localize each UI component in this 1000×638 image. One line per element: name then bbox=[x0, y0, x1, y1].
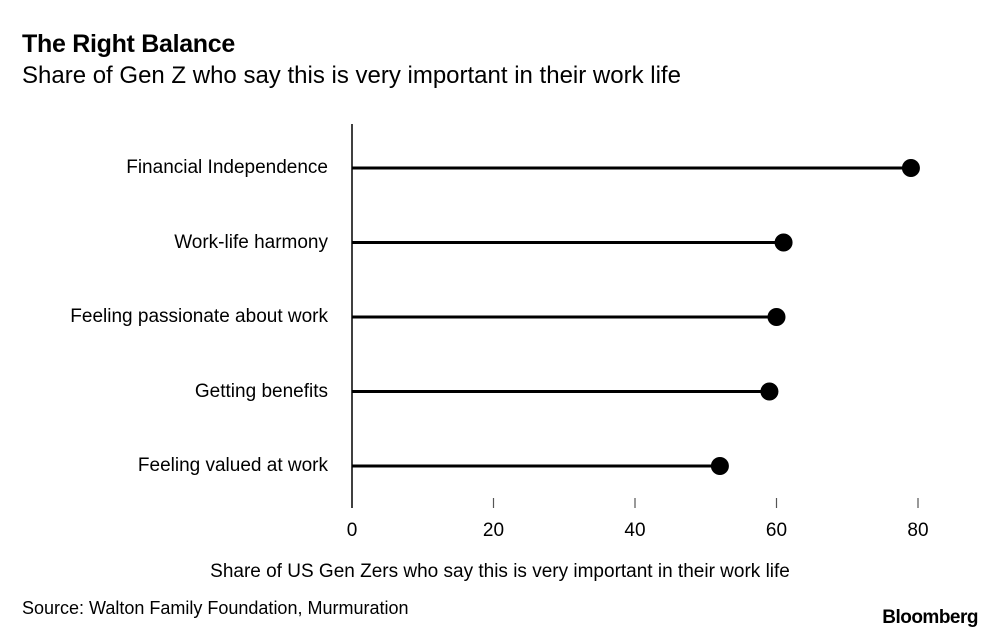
category-label: Feeling valued at work bbox=[137, 455, 328, 476]
category-label: Financial Independence bbox=[126, 157, 328, 178]
chart-title: The Right Balance bbox=[22, 30, 235, 58]
lollipop-item bbox=[352, 233, 793, 252]
lollipop-item bbox=[352, 308, 786, 326]
x-tick-label: 80 bbox=[907, 520, 929, 541]
lollipop-dot bbox=[710, 457, 729, 475]
lollipop-dot bbox=[767, 308, 786, 326]
lollipop-item bbox=[352, 457, 729, 475]
chart-subtitle: Share of Gen Z who say this is very impo… bbox=[22, 62, 681, 89]
x-tick-label: 0 bbox=[346, 520, 358, 541]
source-note: Source: Walton Family Foundation, Murmur… bbox=[22, 598, 409, 618]
lollipop-dot bbox=[774, 233, 793, 252]
lollipop-item bbox=[352, 159, 920, 177]
category-label: Work-life harmony bbox=[174, 231, 328, 253]
category-label: Getting benefits bbox=[194, 380, 328, 402]
lollipop-item bbox=[352, 382, 779, 401]
data-series bbox=[352, 159, 920, 475]
lollipop-dot bbox=[901, 159, 920, 177]
x-axis-ticks bbox=[492, 498, 919, 508]
lollipop-dot bbox=[760, 382, 779, 401]
category-label: Feeling passionate about work bbox=[70, 306, 328, 327]
x-axis-label: Share of US Gen Zers who say this is ver… bbox=[210, 561, 790, 582]
x-tick-label: 60 bbox=[765, 520, 788, 541]
x-tick-label: 20 bbox=[482, 520, 505, 541]
bloomberg-logo: Bloomberg bbox=[882, 607, 978, 628]
x-tick-label: 40 bbox=[624, 520, 646, 541]
